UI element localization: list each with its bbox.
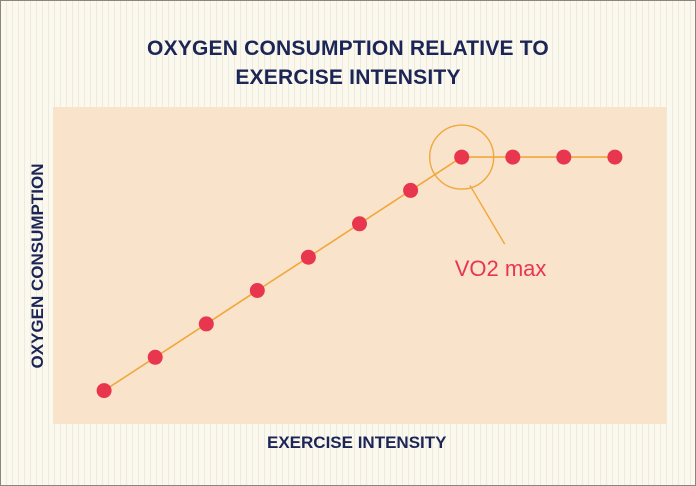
data-point-2	[147, 349, 163, 365]
data-point-4	[249, 283, 265, 298]
data-points	[96, 149, 623, 399]
annotation-label: VO2 max	[455, 256, 547, 281]
data-point-6	[352, 216, 367, 232]
chart-title: OXYGEN CONSUMPTION RELATIVE TO EXERCISE …	[147, 37, 549, 89]
data-point-8	[454, 149, 470, 165]
data-point-10	[556, 149, 572, 165]
data-point-11	[607, 149, 623, 165]
data-point-1	[96, 383, 112, 399]
annotation-circle	[429, 124, 495, 190]
data-point-7	[403, 182, 419, 198]
x-axis-label: EXERCISE INTENSITY	[267, 433, 447, 452]
annotation-leader-line	[469, 184, 506, 245]
data-point-5	[300, 249, 316, 265]
data-point-9	[505, 149, 521, 165]
data-point-3	[198, 316, 214, 332]
